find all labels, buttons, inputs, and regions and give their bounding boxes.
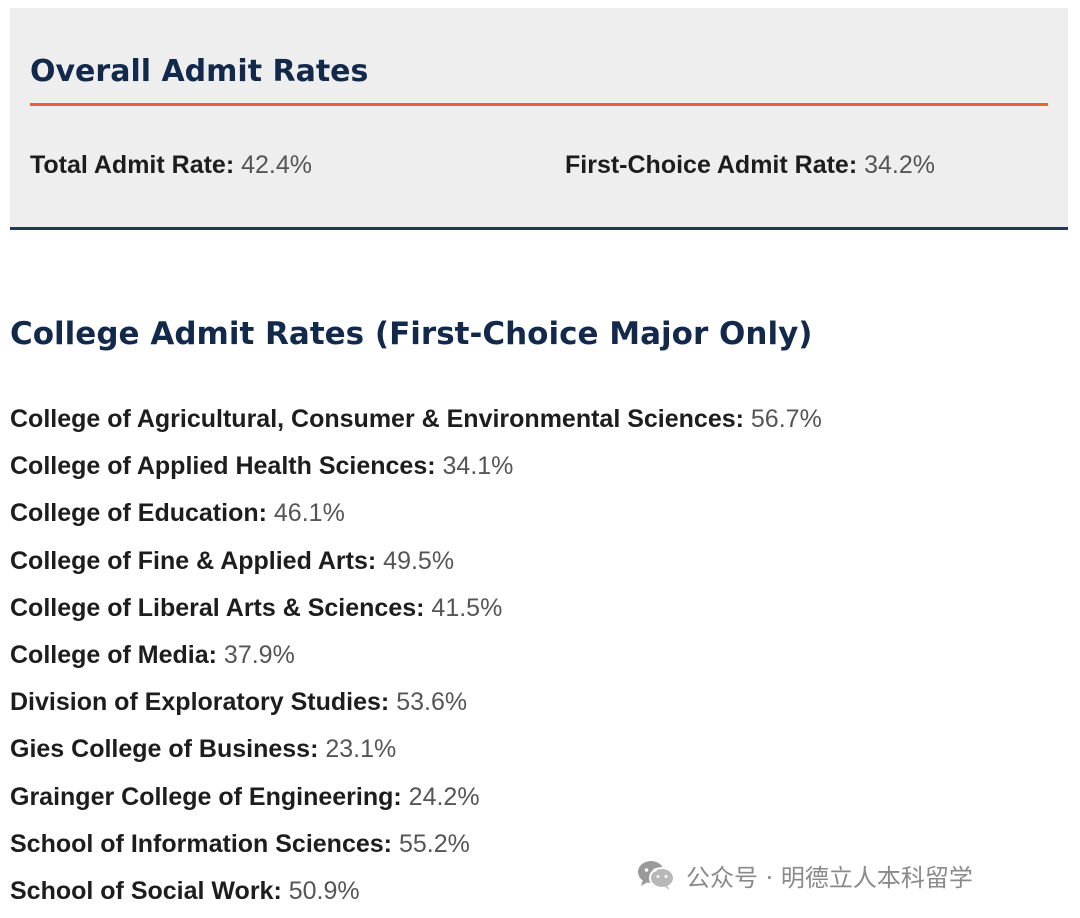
total-admit-rate-label: Total Admit Rate:: [30, 151, 235, 179]
list-item: College of Agricultural, Consumer & Envi…: [10, 396, 822, 443]
list-item: School of Information Sciences: 55.2%: [10, 821, 822, 868]
college-rate: 50.9%: [288, 876, 360, 905]
college-name: School of Information Sciences:: [10, 829, 392, 858]
college-name: Division of Exploratory Studies:: [10, 688, 390, 717]
list-item: College of Education: 46.1%: [10, 490, 822, 537]
list-item: Gies College of Business: 23.1%: [10, 726, 822, 773]
list-item: College of Applied Health Sciences: 34.1…: [10, 443, 822, 490]
college-admit-rates-title: College Admit Rates (First-Choice Major …: [10, 316, 813, 352]
watermark: 公众号 · 明德立人本科留学: [636, 857, 973, 893]
college-name: College of Fine & Applied Arts:: [10, 546, 377, 575]
college-rate: 34.1%: [442, 452, 514, 481]
college-rate: 49.5%: [383, 546, 455, 575]
college-rate: 46.1%: [273, 499, 345, 528]
college-rate: 56.7%: [750, 405, 822, 433]
overall-admit-rates-title: Overall Admit Rates: [30, 54, 369, 89]
watermark-text: 公众号 · 明德立人本科留学: [686, 863, 973, 892]
college-name: College of Applied Health Sciences:: [10, 452, 436, 481]
college-rate: 53.6%: [396, 688, 468, 717]
list-item: College of Media: 37.9%: [10, 632, 822, 679]
first-choice-admit-rate-value: 34.2%: [864, 151, 935, 179]
college-rate: 23.1%: [325, 735, 397, 764]
college-name: School of Social Work:: [10, 876, 282, 905]
overall-admit-rates-panel: Overall Admit Rates Total Admit Rate: 42…: [10, 8, 1068, 230]
college-name: Gies College of Business:: [10, 735, 319, 764]
college-rate: 55.2%: [398, 829, 470, 858]
college-name: College of Agricultural, Consumer & Envi…: [10, 405, 744, 433]
list-item: Division of Exploratory Studies: 53.6%: [10, 679, 822, 726]
total-admit-rate-value: 42.4%: [241, 151, 313, 179]
total-admit-rate: Total Admit Rate: 42.4%: [30, 148, 312, 182]
list-item: School of Social Work: 50.9%: [10, 868, 822, 915]
college-admit-rates-list: College of Agricultural, Consumer & Envi…: [10, 396, 822, 915]
college-rate: 24.2%: [408, 782, 480, 811]
list-item: College of Liberal Arts & Sciences: 41.5…: [10, 585, 822, 632]
college-rate: 37.9%: [223, 640, 295, 669]
college-name: College of Media:: [10, 640, 217, 669]
first-choice-admit-rate: First-Choice Admit Rate: 34.2%: [565, 148, 935, 182]
first-choice-admit-rate-label: First-Choice Admit Rate:: [565, 151, 858, 179]
college-name: Grainger College of Engineering:: [10, 782, 402, 811]
wechat-icon: [638, 861, 675, 890]
college-name: College of Education:: [10, 499, 267, 528]
college-rate: 41.5%: [431, 593, 503, 622]
college-name: College of Liberal Arts & Sciences:: [10, 593, 425, 622]
title-underline: [30, 103, 1048, 106]
list-item: Grainger College of Engineering: 24.2%: [10, 774, 822, 821]
list-item: College of Fine & Applied Arts: 49.5%: [10, 538, 822, 585]
